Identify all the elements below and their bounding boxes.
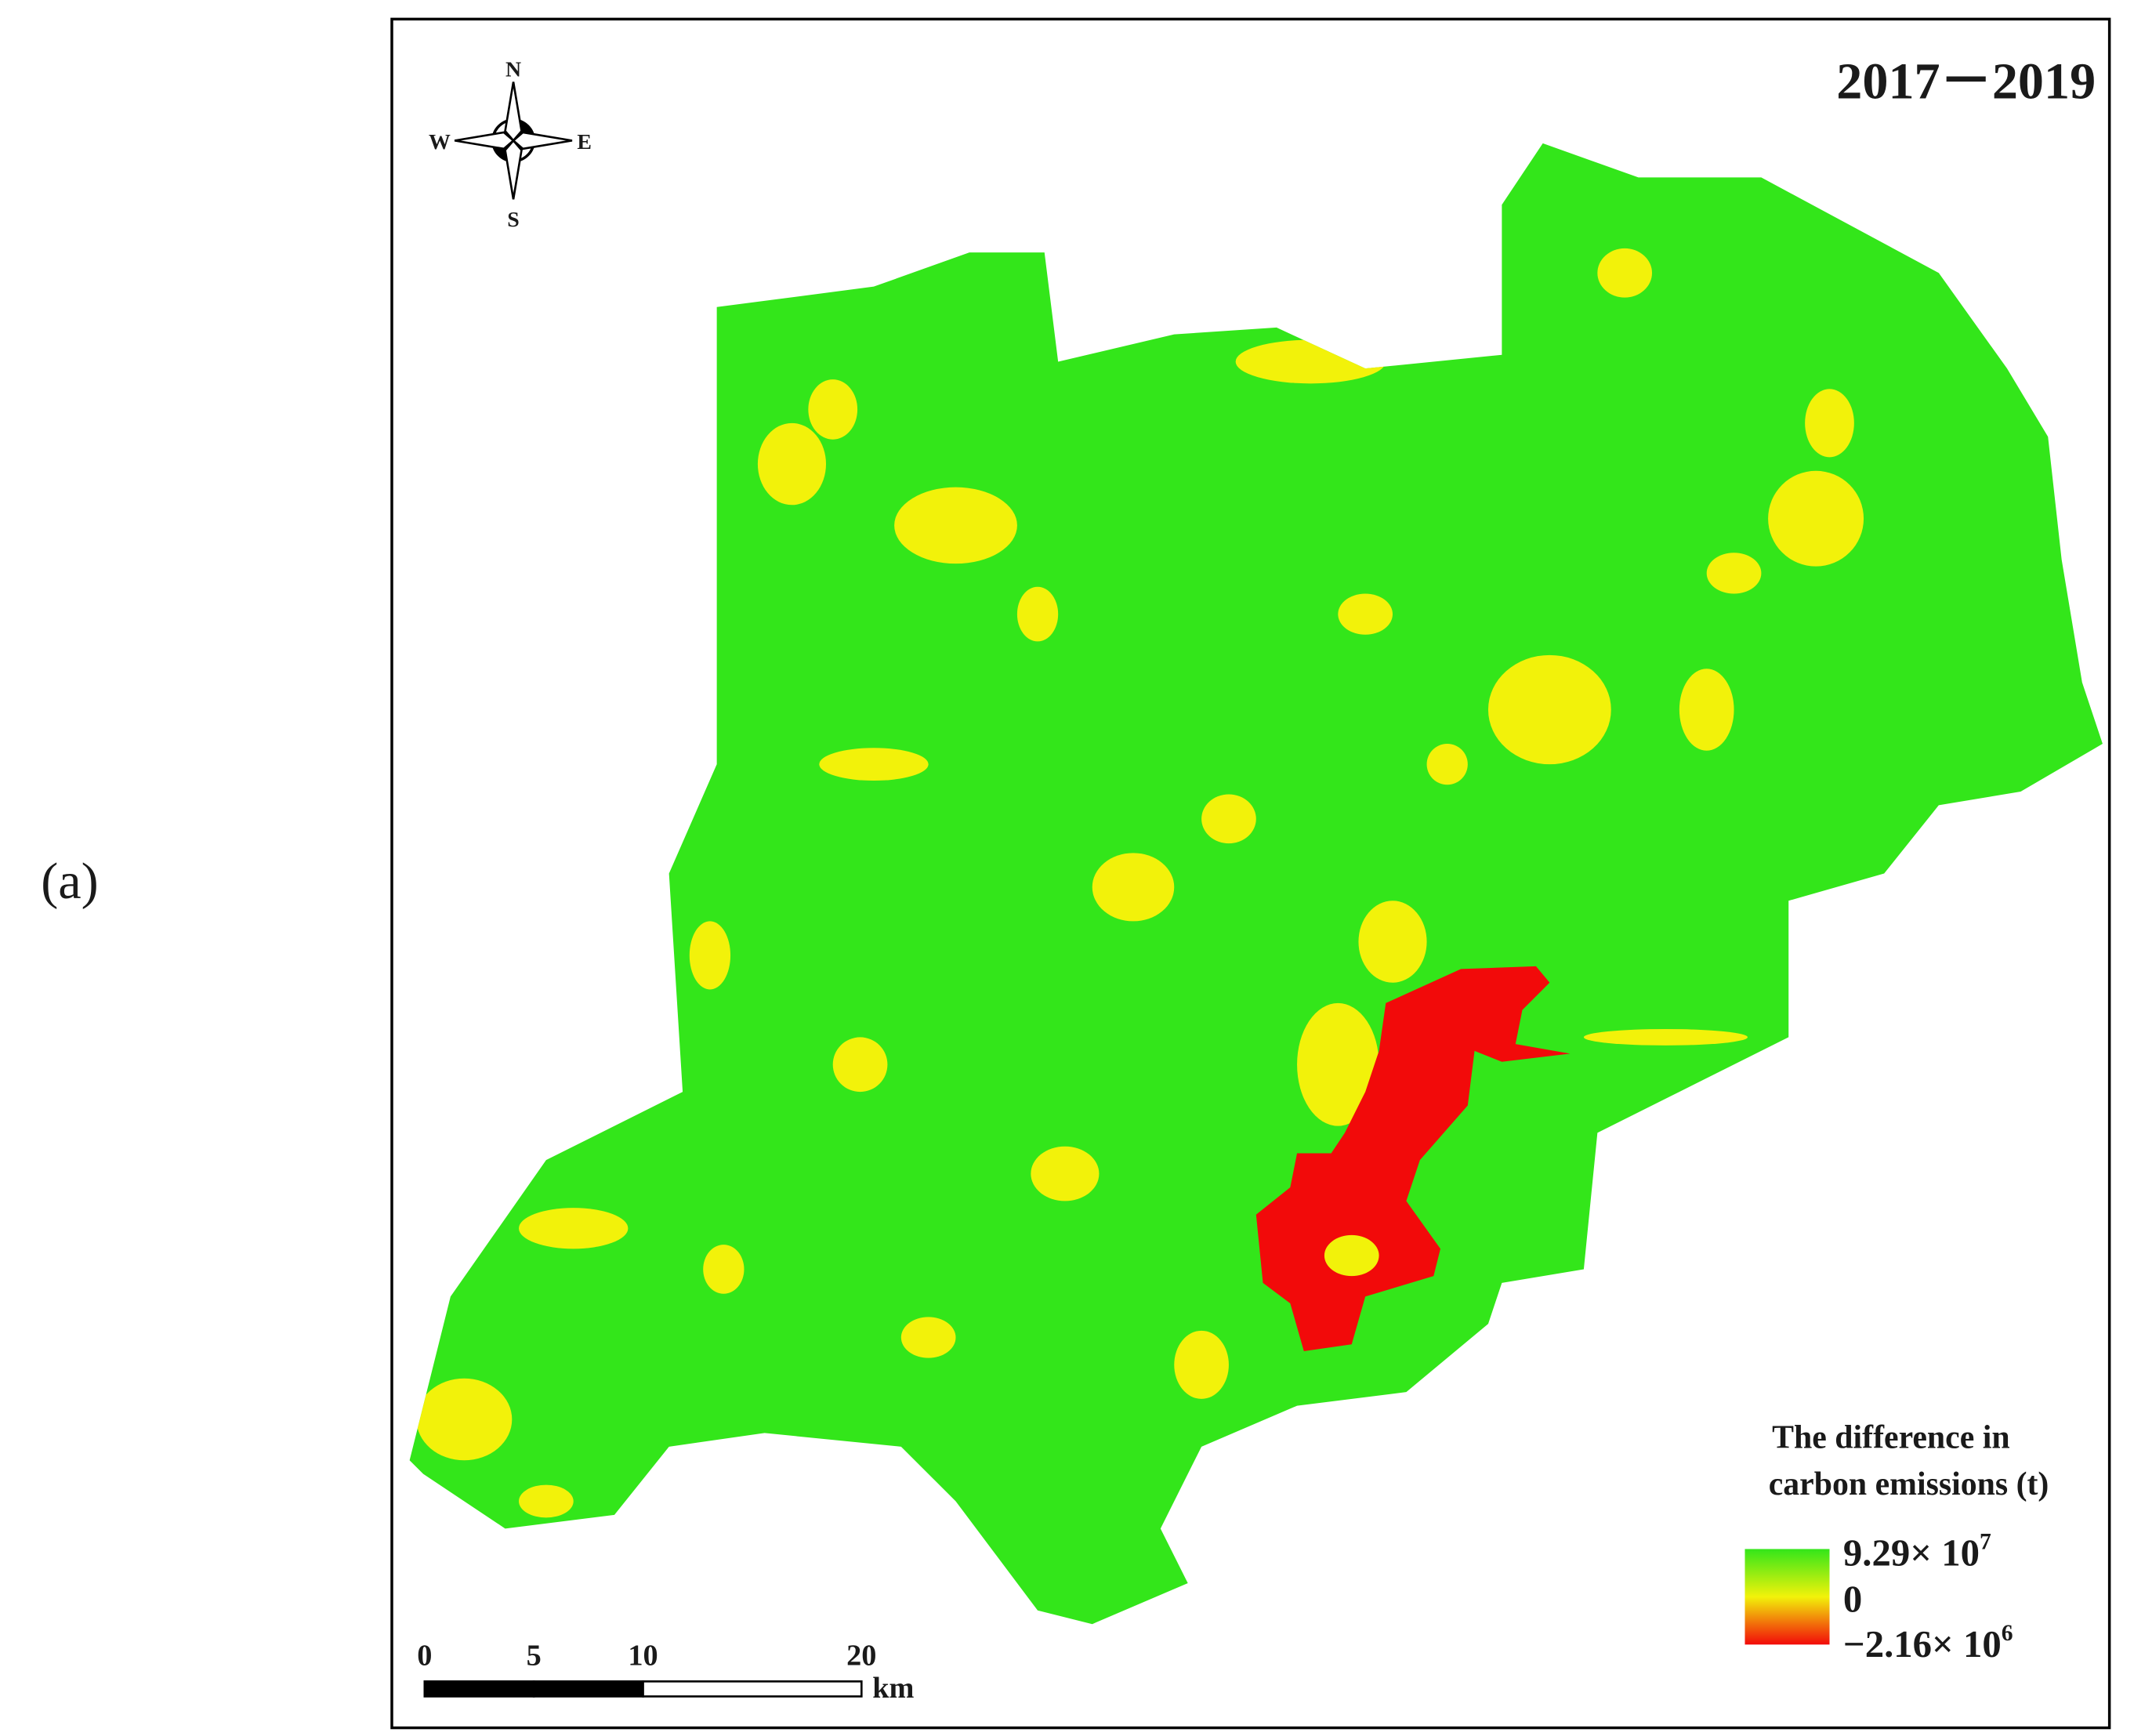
legend-label-exponent: 7 <box>1980 1529 1991 1554</box>
compass-n: N <box>505 58 521 82</box>
scale-unit: km <box>872 1672 914 1705</box>
compass: N S W E <box>429 58 592 233</box>
scale-segment <box>532 1680 644 1698</box>
scale-tick-label: 0 <box>417 1639 432 1672</box>
map-title: 2017－2019 <box>1836 53 2096 110</box>
legend-label-exponent: 6 <box>2002 1621 2013 1646</box>
legend-colorbar <box>1745 1549 1830 1645</box>
scale-tick-label: 5 <box>527 1639 542 1672</box>
legend-label-base: 0 <box>1843 1578 1862 1621</box>
legend-label: 0 <box>1843 1578 1862 1621</box>
legend-title-line: carbon emissions (t) <box>1769 1466 2049 1502</box>
scale-segment <box>642 1680 863 1698</box>
map-frame <box>390 17 2111 1730</box>
legend: The difference in carbon emissions (t) 9… <box>1745 1420 2049 1665</box>
compass-w: W <box>429 130 451 154</box>
compass-e: E <box>577 130 592 154</box>
legend-label-base: 9.29× 10 <box>1843 1531 1980 1574</box>
study-area <box>409 143 2103 1625</box>
legend-label-base: −2.16× 10 <box>1843 1623 2002 1665</box>
legend-label: 9.29× 107 <box>1843 1529 1991 1574</box>
legend-title-line: The difference in <box>1772 1420 2009 1456</box>
compass-s: S <box>507 208 520 232</box>
legend-label: −2.16× 106 <box>1843 1621 2013 1665</box>
panel-label: (a) <box>41 853 98 910</box>
scale-tick-label: 20 <box>846 1639 876 1672</box>
scale-tick-label: 10 <box>628 1639 658 1672</box>
scale-segment <box>423 1680 535 1698</box>
